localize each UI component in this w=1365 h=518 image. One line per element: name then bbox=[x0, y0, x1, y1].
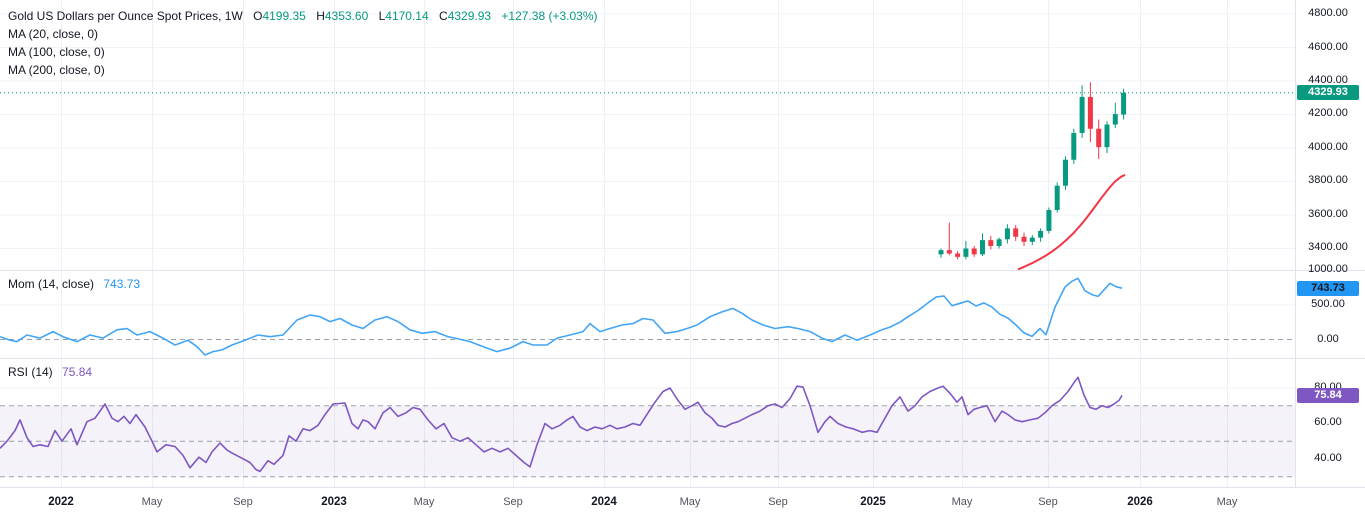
time-label-month: May bbox=[679, 496, 701, 508]
price-tick: 4200.00 bbox=[1308, 107, 1348, 120]
open-value: 4199.35 bbox=[262, 9, 306, 23]
ma100-legend-item[interactable]: MA (100, close, 0) bbox=[8, 45, 105, 59]
mom-tick: 500.00 bbox=[1311, 297, 1345, 310]
low-label: L bbox=[378, 9, 386, 23]
time-label-year: 2022 bbox=[48, 496, 74, 508]
time-axis[interactable]: 2022 May Sep 2023 May Sep 2024 May Sep 2025 May Sep… bbox=[0, 488, 1365, 518]
momentum-label: Mom (14, close) bbox=[8, 277, 95, 291]
time-label-year: 2023 bbox=[321, 496, 347, 508]
price-tick: 4600.00 bbox=[1308, 40, 1348, 53]
high-value: 4353.60 bbox=[324, 9, 369, 23]
price-tick: 4000.00 bbox=[1308, 140, 1348, 153]
time-label-month: May bbox=[141, 496, 163, 508]
mom-tick: 0.00 bbox=[1317, 332, 1339, 345]
last-price-badge: 4329.93 bbox=[1297, 85, 1359, 101]
momentum-value: 743.73 bbox=[103, 277, 141, 291]
high-label: H bbox=[316, 9, 325, 23]
rsi-tick: 40.00 bbox=[1314, 451, 1342, 464]
time-label-month: May bbox=[1216, 496, 1238, 508]
time-label-year: 2026 bbox=[1127, 496, 1153, 508]
time-label-month: Sep bbox=[503, 496, 523, 508]
time-label-month: Sep bbox=[768, 496, 788, 508]
price-tick: 4400.00 bbox=[1308, 74, 1348, 86]
time-label-month: Sep bbox=[1038, 496, 1058, 508]
time-label-month: May bbox=[951, 496, 973, 508]
rsi-value: 75.84 bbox=[62, 365, 93, 379]
price-tick: 4800.00 bbox=[1308, 7, 1348, 19]
symbol-title: Gold US Dollars per Ounce Spot Prices, 1… bbox=[8, 9, 243, 23]
time-label-month: May bbox=[413, 496, 435, 508]
close-label: C bbox=[439, 9, 448, 23]
symbol-title-row[interactable]: Gold US Dollars per Ounce Spot Prices, 1… bbox=[8, 7, 598, 25]
rsi-legend[interactable]: RSI (14) 75.84 bbox=[8, 365, 92, 379]
main-legend: Gold US Dollars per Ounce Spot Prices, 1… bbox=[8, 7, 598, 79]
momentum-legend[interactable]: Mom (14, close) 743.73 bbox=[8, 277, 140, 291]
price-axis-border bbox=[1295, 0, 1296, 487]
price-tick: 3400.00 bbox=[1308, 241, 1348, 254]
time-label-year: 2024 bbox=[591, 496, 617, 508]
pane-separator-mom-rsi[interactable] bbox=[0, 358, 1365, 359]
open-label: O bbox=[253, 9, 263, 23]
rsi-value-badge: 75.84 bbox=[1297, 387, 1359, 403]
close-value: 4329.93 bbox=[447, 9, 492, 23]
momentum-value-badge: 743.73 bbox=[1297, 280, 1359, 296]
pane-separator-main-mom[interactable] bbox=[0, 270, 1365, 271]
price-axis[interactable]: 4800.00 4600.00 4400.00 4200.00 4000.00 3800.… bbox=[1296, 0, 1365, 487]
time-axis-border bbox=[0, 487, 1365, 488]
chart-canvas[interactable] bbox=[0, 0, 1295, 487]
price-tick: 3800.00 bbox=[1308, 174, 1348, 187]
rsi-tick: 60.00 bbox=[1314, 416, 1342, 429]
ma200-legend-item[interactable]: MA (200, close, 0) bbox=[8, 63, 105, 77]
price-tick: 3600.00 bbox=[1308, 207, 1348, 220]
ma20-legend-item[interactable]: MA (20, close, 0) bbox=[8, 27, 99, 41]
rsi-label: RSI (14) bbox=[8, 365, 53, 379]
time-label-year: 2025 bbox=[860, 496, 886, 508]
change-value: +127.38 (+3.03%) bbox=[501, 9, 598, 23]
mom-tick: 1000.00 bbox=[1308, 263, 1348, 276]
low-value: 4170.14 bbox=[385, 9, 429, 23]
time-label-month: Sep bbox=[233, 496, 253, 508]
